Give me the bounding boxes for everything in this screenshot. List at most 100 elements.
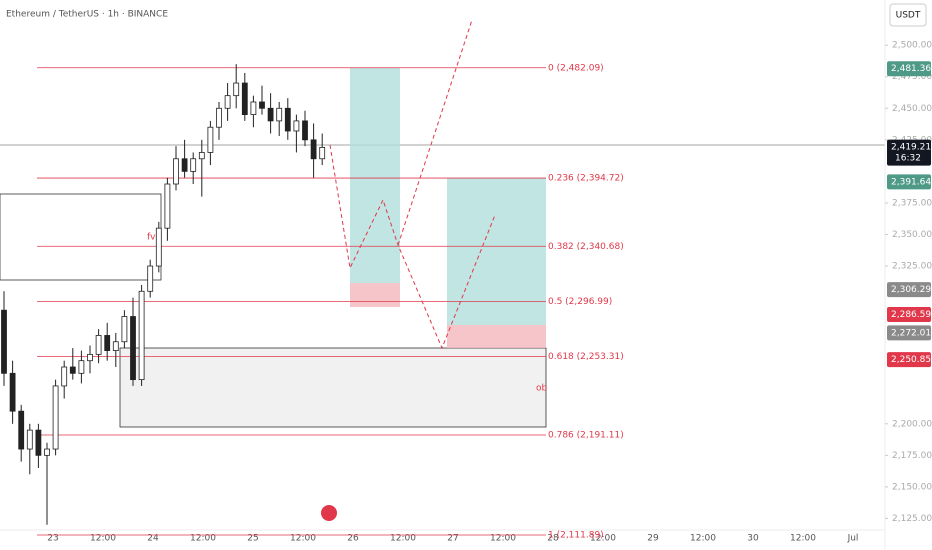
y-tick-label: 2,150.00 bbox=[892, 482, 932, 492]
fib-label: 0.786 (2,191.11) bbox=[548, 431, 624, 441]
currency: USDT bbox=[896, 11, 921, 21]
price-badge-label: 2,250.85 bbox=[891, 355, 931, 365]
x-tick-label: 27 bbox=[447, 534, 458, 544]
x-tick-label: 12:00 bbox=[490, 534, 516, 544]
x-tick-label: 12:00 bbox=[190, 534, 216, 544]
candle-body bbox=[104, 335, 111, 351]
candle-body bbox=[250, 101, 257, 115]
candle-body bbox=[9, 372, 16, 412]
x-tick-label: 25 bbox=[247, 534, 258, 544]
candle-body bbox=[87, 353, 93, 362]
candle-body bbox=[259, 101, 265, 109]
candle-body bbox=[121, 316, 128, 343]
candle-body bbox=[95, 335, 102, 355]
fib-label: 0 (2,482.09) bbox=[548, 63, 604, 73]
candle-body bbox=[61, 366, 68, 387]
candle-body bbox=[181, 158, 188, 172]
fib-label: 0.382 (2,340.68) bbox=[548, 242, 624, 252]
annotation: fvg bbox=[147, 233, 161, 243]
x-tick-label: 12:00 bbox=[790, 534, 816, 544]
candle-body bbox=[233, 82, 240, 97]
price-badge bbox=[887, 325, 931, 341]
fib-label: 1 (2,111.89) bbox=[548, 530, 604, 540]
y-tick-label: 2,125.00 bbox=[892, 514, 932, 524]
annotation: ob bbox=[536, 384, 548, 394]
candle-body bbox=[173, 158, 179, 185]
currency-box[interactable] bbox=[889, 3, 927, 27]
candle-body bbox=[293, 120, 300, 132]
chart-title: Ethereum / TetherUS · 1h · BINANCE bbox=[6, 10, 168, 20]
candle-body bbox=[310, 139, 317, 160]
candle-body bbox=[52, 385, 59, 450]
price-badge-label: 2,419.21 bbox=[891, 143, 931, 153]
candle-body bbox=[284, 107, 291, 132]
event-icon[interactable] bbox=[321, 505, 337, 521]
x-tick-label: 30 bbox=[747, 534, 759, 544]
price-badge-label: 2,306.29 bbox=[891, 285, 931, 295]
x-tick-label: 29 bbox=[647, 534, 659, 544]
y-tick-label: 2,325.00 bbox=[892, 262, 932, 272]
x-tick-label: 26 bbox=[347, 534, 359, 544]
x-tick-label: 12:00 bbox=[290, 534, 316, 544]
x-tick-label: 12:00 bbox=[390, 534, 416, 544]
candle-body bbox=[216, 107, 222, 128]
target-zone bbox=[350, 68, 400, 283]
candle-body bbox=[35, 429, 42, 456]
y-tick-label: 2,450.00 bbox=[892, 104, 932, 114]
price-badge-label: 2,391.64 bbox=[891, 177, 931, 187]
candle-body bbox=[302, 120, 308, 141]
stop-zone bbox=[447, 325, 546, 348]
y-tick-label: 2,350.00 bbox=[892, 230, 932, 240]
x-tick-label: 23 bbox=[47, 534, 58, 544]
candle-body bbox=[1, 309, 7, 374]
candle-body bbox=[44, 448, 50, 456]
candle-body bbox=[78, 360, 85, 374]
candle-body bbox=[224, 95, 231, 109]
candle-body bbox=[155, 227, 162, 267]
y-tick-label: 2,375.00 bbox=[892, 198, 932, 208]
y-tick-label: 2,475.00 bbox=[892, 72, 932, 82]
candle-body bbox=[198, 152, 205, 160]
candle-body bbox=[112, 341, 119, 351]
fib-label: 0.5 (2,296.99) bbox=[548, 297, 612, 307]
candle-body bbox=[69, 366, 76, 374]
x-tick-label: 24 bbox=[147, 534, 159, 544]
x-tick-label: 12:00 bbox=[690, 534, 716, 544]
price-badge bbox=[887, 174, 931, 190]
x-tick-label: Jul bbox=[847, 534, 859, 544]
price-badge-label: 2,481.36 bbox=[891, 64, 931, 74]
candle-body bbox=[164, 183, 171, 229]
candle-body bbox=[276, 107, 283, 122]
candle-body bbox=[241, 82, 248, 115]
candle-body bbox=[130, 316, 136, 381]
candle-body bbox=[18, 410, 25, 450]
stop-zone bbox=[350, 283, 400, 307]
price-badge bbox=[887, 61, 931, 77]
fib-label: 0.618 (2,253.31) bbox=[548, 352, 624, 362]
price-badge bbox=[887, 282, 931, 298]
price-badge-label: 2,272.01 bbox=[891, 328, 931, 338]
price-badge bbox=[887, 139, 931, 166]
x-tick-label: 12:00 bbox=[90, 534, 116, 544]
candle-body bbox=[138, 290, 145, 381]
target-zone bbox=[447, 178, 546, 325]
y-tick-label: 2,175.00 bbox=[892, 451, 932, 461]
candle-body bbox=[207, 126, 214, 153]
x-tick-label: 28 bbox=[547, 534, 559, 544]
countdown: 16:32 bbox=[895, 154, 921, 164]
fib-label: 0.236 (2,394.72) bbox=[548, 174, 624, 184]
x-tick-label: 12:00 bbox=[590, 534, 616, 544]
price-badge bbox=[887, 352, 931, 368]
candle-body bbox=[26, 429, 33, 450]
price-badge bbox=[887, 307, 931, 323]
ob-box bbox=[119, 347, 547, 428]
y-tick-label: 2,500.00 bbox=[892, 41, 932, 51]
price-badge-label: 2,286.59 bbox=[891, 310, 931, 320]
y-tick-label: 2,200.00 bbox=[892, 419, 932, 429]
candle-body bbox=[267, 107, 274, 122]
projection-path bbox=[397, 19, 473, 246]
candle-body bbox=[319, 147, 326, 160]
candle-body bbox=[147, 265, 154, 292]
candle-body bbox=[190, 158, 197, 172]
